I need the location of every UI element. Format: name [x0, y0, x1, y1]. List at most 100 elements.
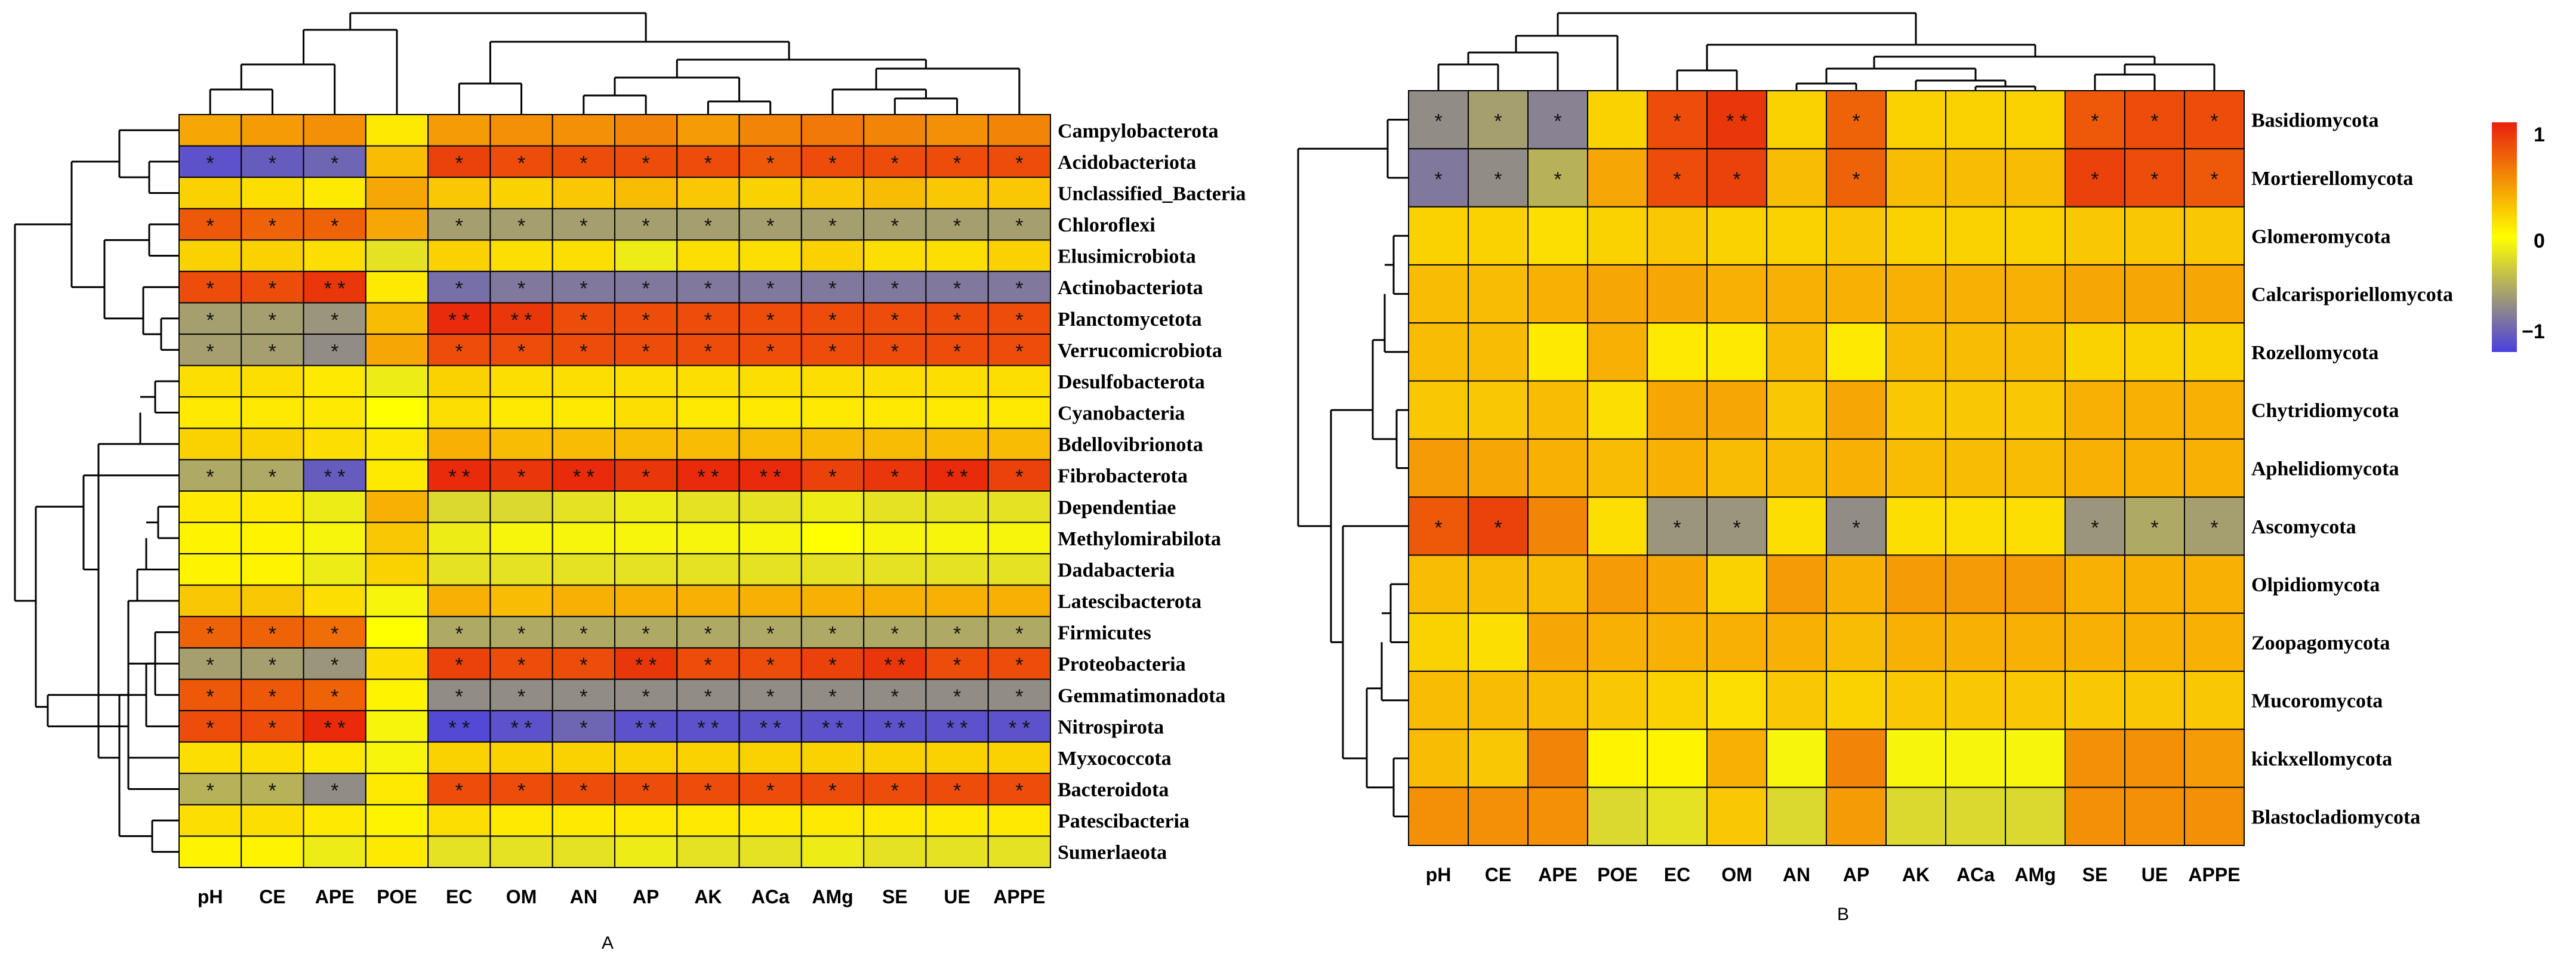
significance-mark: *	[517, 466, 525, 489]
heatmap-cell	[551, 208, 616, 241]
heatmap-cell	[1468, 438, 1529, 498]
heatmap-cell	[987, 334, 1051, 366]
significance-mark: *	[1494, 110, 1502, 133]
heatmap-cell	[365, 647, 429, 680]
heatmap-cell	[614, 584, 678, 618]
heatmap-cell	[614, 804, 678, 837]
significance-mark: *	[953, 686, 961, 708]
heatmap-cell	[1468, 496, 1529, 556]
significance-mark: *	[1673, 517, 1681, 539]
significance-mark: *	[891, 340, 899, 363]
row-label: Unclassified_Bacteria	[1058, 183, 1246, 205]
row-label: Actinobacteriota	[1058, 277, 1203, 299]
heatmap-cell	[800, 427, 865, 461]
heatmap-cell	[925, 459, 989, 492]
significance-mark: * *	[448, 466, 470, 489]
row-label: Patescibacteria	[1058, 810, 1190, 832]
heatmap-cell	[241, 427, 304, 461]
heatmap-cell	[489, 553, 553, 586]
heatmap-cell	[1408, 206, 1469, 266]
significance-mark: * *	[884, 717, 905, 739]
heatmap-cell	[2005, 206, 2066, 266]
significance-mark: *	[269, 623, 276, 646]
column-label: ACa	[751, 886, 790, 907]
heatmap-cell	[365, 208, 429, 241]
heatmap-cell	[1527, 264, 1588, 324]
heatmap-cell	[1945, 148, 2006, 208]
heatmap-cell	[1527, 206, 1588, 266]
heatmap-cell	[303, 678, 366, 712]
heatmap-cell	[178, 396, 242, 429]
row-label: Gemmatimonadota	[1058, 685, 1225, 707]
significance-mark: *	[580, 717, 587, 739]
significance-mark: *	[2210, 517, 2218, 539]
significance-mark: * *	[697, 717, 719, 739]
significance-mark: *	[269, 466, 276, 489]
row-label: Nitrospirota	[1058, 716, 1164, 738]
heatmap-cell	[551, 710, 616, 743]
heatmap-cell	[800, 741, 865, 774]
heatmap-cell	[1527, 380, 1588, 440]
heatmap-cell	[987, 270, 1051, 304]
significance-mark: *	[580, 623, 587, 646]
heatmap-cell	[1706, 554, 1767, 614]
heatmap-cell	[614, 239, 678, 272]
heatmap-cell	[178, 616, 242, 649]
significance-mark: *	[331, 215, 338, 237]
significance-mark: *	[891, 623, 899, 646]
heatmap-cell	[551, 239, 616, 272]
row-label: Dependentiae	[1058, 496, 1176, 518]
heatmap-cell	[1468, 322, 1529, 382]
heatmap-cell	[1587, 206, 1648, 266]
heatmap-cell	[1885, 671, 1946, 730]
heatmap-cell	[925, 334, 989, 366]
heatmap-cell	[551, 678, 616, 712]
heatmap-cell	[365, 459, 429, 492]
column-label: UE	[944, 886, 970, 907]
significance-mark: *	[517, 686, 525, 708]
heatmap-cell	[303, 302, 366, 335]
column-label: OM	[506, 886, 537, 907]
heatmap-cell	[1706, 786, 1767, 846]
heatmap-cell	[551, 835, 616, 868]
significance-mark: *	[1434, 517, 1442, 539]
heatmap-cell	[925, 114, 989, 147]
heatmap-cell	[987, 553, 1051, 586]
significance-mark: *	[331, 152, 338, 175]
heatmap-cell	[1885, 729, 1946, 788]
heatmap-cell	[303, 396, 366, 429]
significance-mark: *	[207, 340, 214, 363]
column-label: APE	[315, 886, 355, 907]
heatmap-cell	[738, 710, 802, 743]
heatmap-cell	[2184, 554, 2245, 614]
significance-mark: *	[766, 623, 774, 646]
legend-tick-low: −1	[2522, 320, 2545, 343]
heatmap-cell	[1587, 322, 1648, 382]
heatmap-cell	[489, 208, 553, 241]
significance-mark: *	[1015, 277, 1023, 300]
heatmap-cell	[614, 835, 678, 868]
heatmap-cell	[241, 459, 304, 492]
significance-mark: *	[269, 152, 276, 175]
heatmap-cell	[1706, 729, 1767, 788]
heatmap-cell	[925, 302, 989, 335]
column-label: CE	[259, 886, 285, 907]
heatmap-cell	[800, 396, 865, 429]
heatmap-cell	[800, 835, 865, 868]
heatmap-cell	[2184, 612, 2245, 672]
significance-mark: *	[953, 309, 961, 332]
heatmap-cell	[1587, 554, 1648, 614]
heatmap-cell	[987, 490, 1051, 523]
heatmap-cell	[800, 616, 865, 649]
heatmap-cell	[863, 114, 927, 147]
column-label: AMg	[812, 886, 853, 907]
heatmap-cell	[365, 835, 429, 868]
heatmap-cell	[1826, 496, 1887, 556]
heatmap-cell	[1885, 148, 1946, 208]
color-legend: 1 0 −1	[2492, 122, 2545, 352]
heatmap-cell	[427, 459, 491, 492]
heatmap-cell	[2005, 671, 2066, 730]
heatmap-cell	[987, 302, 1051, 335]
heatmap-cell	[738, 521, 802, 555]
heatmap-cell	[365, 334, 429, 366]
